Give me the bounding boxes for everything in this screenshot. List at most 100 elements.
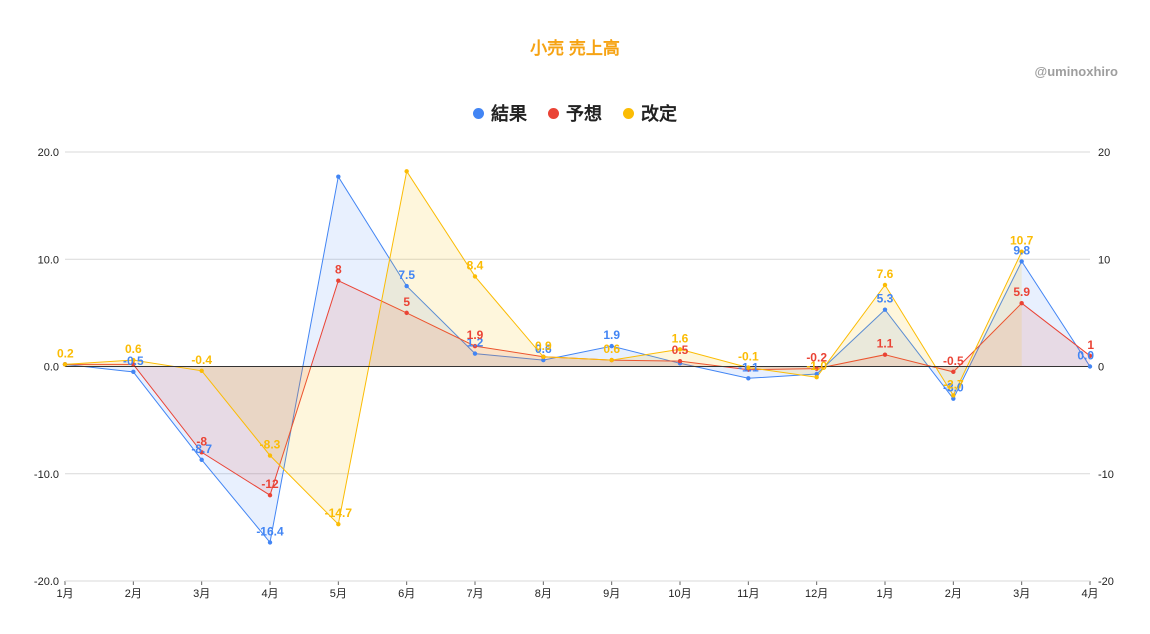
x-tick-label: 12月	[805, 588, 828, 600]
y-tick-label-left: 10.0	[38, 254, 59, 266]
y-tick-label-right: 20	[1098, 147, 1110, 159]
point-results	[609, 343, 614, 349]
data-label-forecast: 1.1	[877, 337, 894, 351]
point-results	[746, 376, 751, 381]
point-revised	[472, 274, 478, 279]
point-forecast	[1087, 353, 1093, 358]
data-label-revised: -14.7	[325, 506, 353, 520]
x-tick-label: 5月	[330, 588, 347, 600]
data-label-results: -0.5	[123, 354, 144, 368]
point-revised	[131, 357, 136, 363]
point-revised	[62, 362, 68, 367]
x-tick-label: 4月	[261, 588, 278, 600]
x-tick-label: 6月	[398, 588, 415, 600]
point-revised	[677, 347, 683, 352]
area-revised	[65, 171, 1022, 525]
y-tick-label-right: 0	[1098, 362, 1104, 374]
data-label-forecast: -12	[261, 477, 279, 491]
data-label-results: -3.0	[943, 381, 964, 395]
point-revised	[267, 453, 273, 458]
data-label-results: 9.8	[1013, 243, 1030, 257]
y-tick-label-right: -20	[1098, 576, 1114, 588]
y-tick-label-left: 20.0	[38, 147, 59, 159]
chart-title: 小売 売上高	[530, 39, 620, 58]
point-results	[131, 369, 136, 375]
x-tick-label: 1月	[56, 588, 73, 600]
point-revised	[336, 521, 341, 527]
point-results	[951, 396, 956, 401]
data-label-results: 0.0	[1077, 349, 1094, 363]
x-tick-label: 9月	[603, 588, 620, 600]
legend-item-results[interactable]: 結果	[472, 100, 527, 126]
point-results	[814, 371, 819, 377]
x-tick-label: 2月	[125, 588, 142, 600]
data-label-revised: 10.7	[1010, 234, 1034, 248]
point-forecast	[1019, 301, 1024, 306]
data-label-results: 0.6	[535, 342, 552, 356]
point-forecast	[472, 343, 478, 349]
data-label-results: 1.2	[467, 336, 484, 350]
data-label-forecast: 5	[403, 295, 410, 309]
x-tick-label: 1月	[876, 588, 893, 600]
data-label-results: -16.4	[256, 524, 284, 538]
point-forecast	[677, 358, 683, 364]
point-forecast	[131, 362, 136, 367]
data-label-forecast: 1.9	[467, 328, 484, 342]
point-forecast	[951, 369, 956, 375]
legend-item-revised[interactable]: 改定	[623, 100, 677, 126]
data-label-revised: 0.9	[535, 339, 552, 353]
data-label-results: -1.1	[738, 360, 759, 374]
point-revised	[814, 375, 819, 380]
data-label-results: 1.9	[603, 328, 620, 342]
data-label-revised: -0.4	[191, 353, 212, 367]
data-label-revised: -1.0	[806, 359, 827, 373]
data-label-revised: 1.6	[672, 331, 689, 345]
chart-legend: 結果 予想 改定	[0, 100, 1150, 126]
legend-label-results: 結果	[490, 104, 527, 124]
data-label-results: 5.3	[877, 292, 894, 306]
legend-label-revised: 改定	[641, 104, 678, 124]
x-tick-label: 8月	[535, 588, 552, 600]
legend-swatch-revised	[623, 108, 635, 119]
point-forecast	[814, 366, 819, 371]
data-label-results: 7.5	[398, 268, 415, 282]
data-label-revised: 8.4	[467, 258, 484, 272]
point-results	[541, 357, 546, 363]
point-revised	[1019, 249, 1024, 254]
data-label-forecast: -8	[196, 434, 207, 448]
y-tick-label-left: -20.0	[34, 576, 59, 588]
point-forecast	[336, 278, 341, 283]
x-tick-label: 3月	[1013, 588, 1030, 600]
x-tick-label: 7月	[466, 588, 483, 600]
point-revised	[746, 365, 751, 370]
point-forecast	[199, 450, 204, 455]
data-label-revised: 0.2	[57, 346, 74, 360]
legend-item-forecast[interactable]: 予想	[548, 100, 602, 126]
point-revised	[541, 354, 546, 360]
data-label-forecast: -0.5	[943, 354, 964, 368]
legend-swatch-forecast	[548, 108, 559, 119]
point-results	[267, 540, 273, 545]
point-results	[882, 307, 888, 312]
data-label-results: -8.7	[191, 442, 212, 456]
point-results	[336, 174, 341, 179]
x-tick-label: 3月	[193, 588, 210, 600]
point-forecast	[267, 493, 273, 498]
point-forecast	[404, 310, 409, 316]
y-tick-label-right: -10	[1098, 469, 1114, 481]
point-revised	[199, 368, 204, 373]
line-results	[64, 175, 1091, 544]
point-revised	[882, 282, 888, 288]
legend-swatch-results	[472, 108, 484, 119]
data-label-revised: -0.1	[738, 350, 759, 364]
data-label-revised: -8.3	[260, 438, 281, 452]
point-revised	[609, 357, 614, 363]
point-revised	[951, 393, 956, 398]
data-label-forecast: -0.2	[806, 351, 827, 365]
x-tick-label: 11月	[737, 588, 759, 600]
point-results	[472, 351, 478, 356]
x-tick-label: 4月	[1081, 588, 1098, 600]
y-tick-label-left: -10.0	[34, 469, 59, 481]
data-label-forecast: 8	[335, 263, 342, 277]
point-results	[404, 283, 409, 289]
